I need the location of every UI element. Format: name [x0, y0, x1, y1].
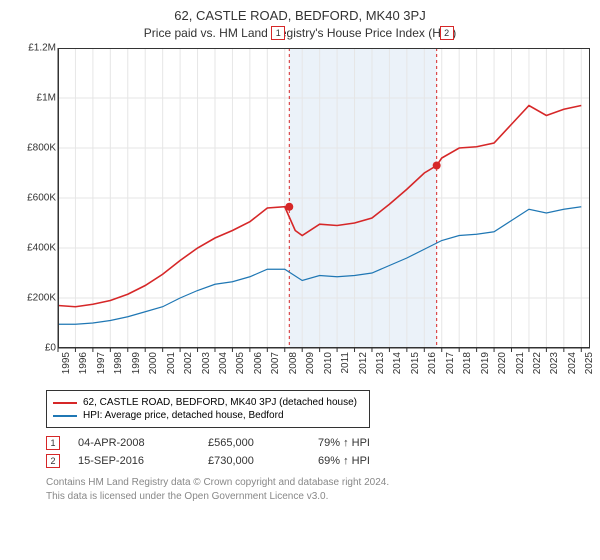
legend-swatch-0 [53, 402, 77, 404]
x-axis-label: 2013 [375, 352, 386, 374]
chart-marker-1: 1 [271, 26, 285, 40]
legend-item-1: HPI: Average price, detached house, Bedf… [53, 410, 363, 421]
page-title: 62, CASTLE ROAD, BEDFORD, MK40 3PJ [10, 8, 590, 23]
x-axis-label: 2023 [549, 352, 560, 374]
transaction-date: 15-SEP-2016 [78, 455, 208, 467]
x-axis-label: 2022 [532, 352, 543, 374]
x-axis-label: 2016 [427, 352, 438, 374]
x-axis-label: 2002 [183, 352, 194, 374]
y-axis-label: £600K [22, 193, 56, 204]
x-axis-label: 2006 [253, 352, 264, 374]
x-axis-label: 2024 [567, 352, 578, 374]
legend-item-0: 62, CASTLE ROAD, BEDFORD, MK40 3PJ (deta… [53, 397, 363, 408]
plot-border [58, 48, 590, 348]
x-axis-label: 1996 [78, 352, 89, 374]
table-row: 2 15-SEP-2016 £730,000 69% ↑ HPI [46, 454, 590, 468]
footer: Contains HM Land Registry data © Crown c… [46, 476, 590, 504]
x-axis-label: 2012 [358, 352, 369, 374]
transaction-table: 1 04-APR-2008 £565,000 79% ↑ HPI 2 15-SE… [46, 436, 590, 468]
x-axis-label: 2021 [515, 352, 526, 374]
x-axis-label: 2017 [445, 352, 456, 374]
y-axis-label: £0 [22, 343, 56, 354]
y-axis-label: £800K [22, 143, 56, 154]
x-axis-label: 2015 [410, 352, 421, 374]
transaction-marker-2: 2 [46, 454, 60, 468]
x-axis-label: 2007 [270, 352, 281, 374]
x-axis-label: 2005 [235, 352, 246, 374]
x-axis-label: 2018 [462, 352, 473, 374]
y-axis-label: £1.2M [22, 43, 56, 54]
y-axis-label: £1M [22, 93, 56, 104]
x-axis-label: 2011 [340, 352, 351, 374]
x-axis-label: 2000 [148, 352, 159, 374]
x-axis-label: 1999 [131, 352, 142, 374]
x-axis-label: 2010 [323, 352, 334, 374]
x-axis-label: 2003 [201, 352, 212, 374]
x-axis-label: 1998 [113, 352, 124, 374]
transaction-date: 04-APR-2008 [78, 437, 208, 449]
legend-label-1: HPI: Average price, detached house, Bedf… [83, 410, 284, 421]
x-axis-label: 2014 [392, 352, 403, 374]
x-axis-label: 2004 [218, 352, 229, 374]
x-axis-label: 2008 [288, 352, 299, 374]
x-axis-label: 2001 [166, 352, 177, 374]
x-axis-label: 1997 [96, 352, 107, 374]
chart-area: £0£200K£400K£600K£800K£1M£1.2M 199519961… [28, 48, 590, 384]
x-axis-label: 2009 [305, 352, 316, 374]
y-axis-label: £400K [22, 243, 56, 254]
footer-line-1: Contains HM Land Registry data © Crown c… [46, 476, 590, 490]
x-axis-label: 2020 [497, 352, 508, 374]
legend-swatch-1 [53, 415, 77, 417]
transaction-pct: 79% ↑ HPI [318, 437, 428, 449]
transaction-marker-1: 1 [46, 436, 60, 450]
page-subtitle: Price paid vs. HM Land Registry's House … [10, 26, 590, 40]
transaction-price: £565,000 [208, 437, 318, 449]
footer-line-2: This data is licensed under the Open Gov… [46, 490, 590, 504]
legend-label-0: 62, CASTLE ROAD, BEDFORD, MK40 3PJ (deta… [83, 397, 357, 408]
x-axis-label: 2025 [584, 352, 595, 374]
table-row: 1 04-APR-2008 £565,000 79% ↑ HPI [46, 436, 590, 450]
transaction-pct: 69% ↑ HPI [318, 455, 428, 467]
y-axis-label: £200K [22, 293, 56, 304]
x-axis-label: 1995 [61, 352, 72, 374]
x-axis-label: 2019 [480, 352, 491, 374]
transaction-price: £730,000 [208, 455, 318, 467]
chart-marker-2: 2 [440, 26, 454, 40]
legend: 62, CASTLE ROAD, BEDFORD, MK40 3PJ (deta… [46, 390, 370, 428]
